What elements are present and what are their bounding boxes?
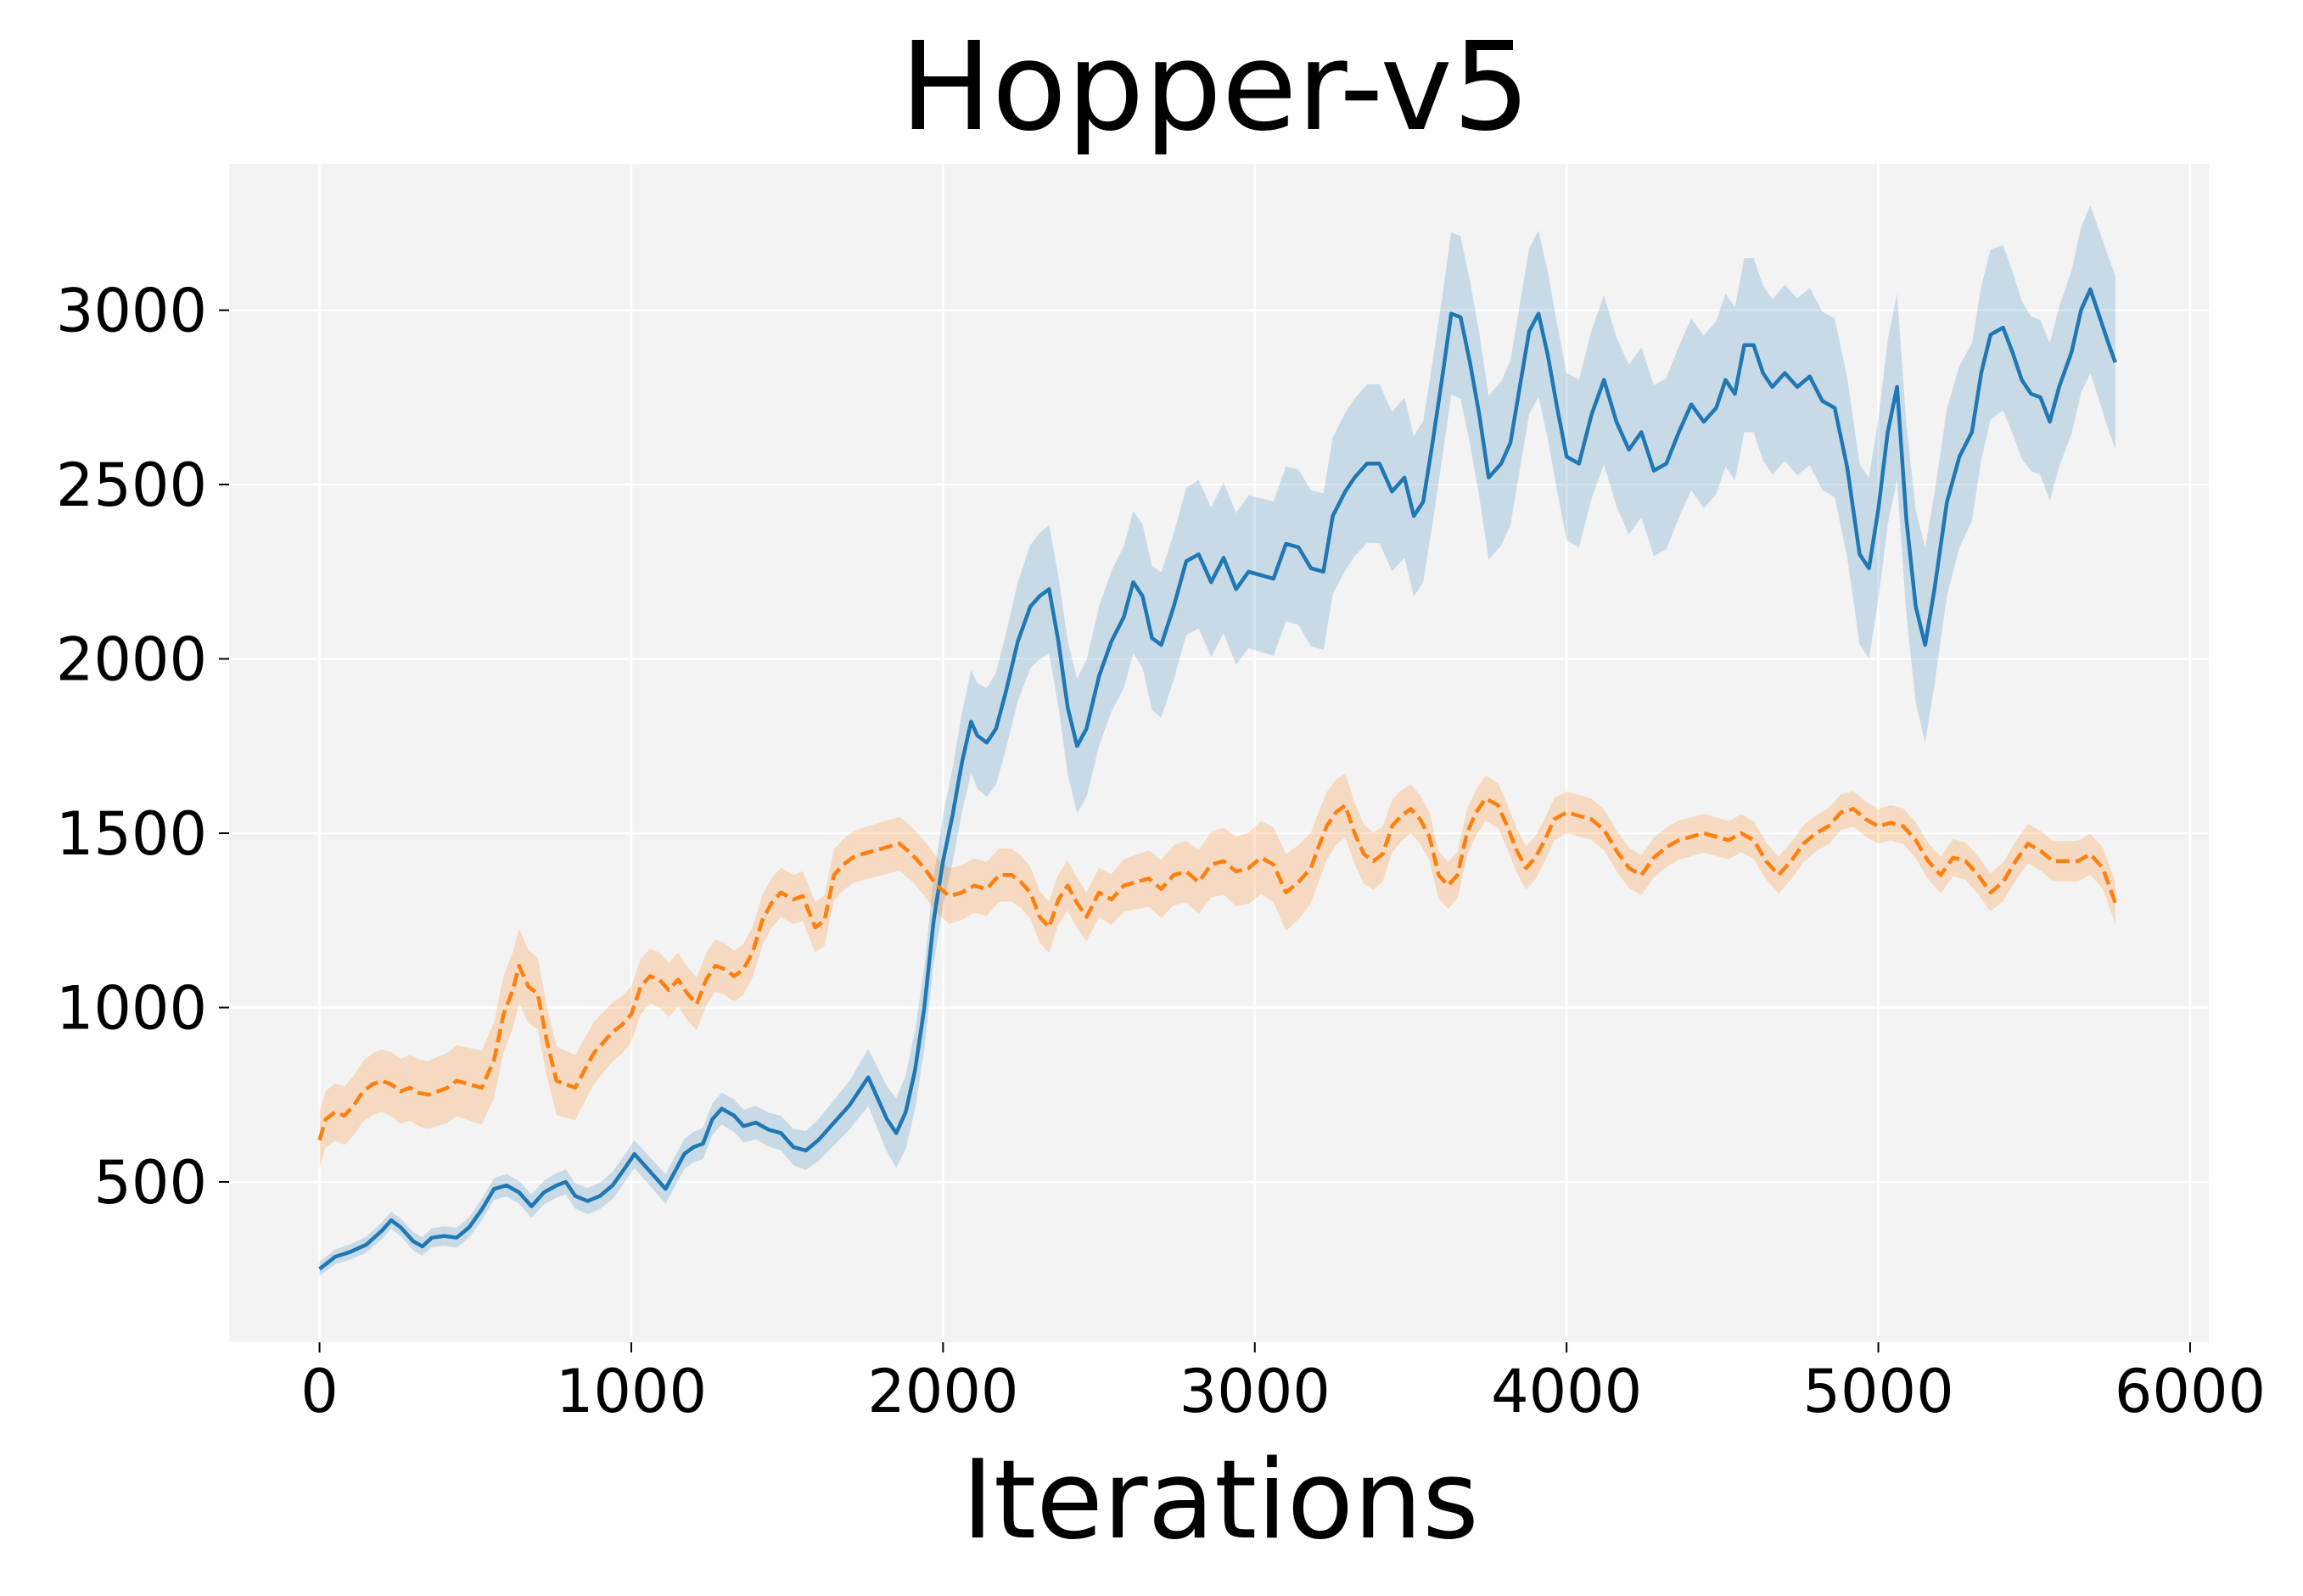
confidence-bands [319,205,2115,1276]
y-tick-label: 3000 [56,277,207,346]
y-tick-label: 2000 [56,625,207,695]
x-tick-label: 3000 [1180,1357,1331,1426]
x-tick-label: 2000 [867,1357,1018,1426]
x-axis-label: Iterations [961,1437,1479,1564]
y-tick-label: 1500 [56,799,207,869]
chart-title: Hopper-v5 [900,15,1531,158]
series-lines [317,287,2117,1271]
plot-area-background [229,164,2209,1342]
grid-lines [229,164,2209,1342]
series-1-line [318,287,2117,1271]
y-tick-label: 1000 [56,973,207,1043]
x-axis-ticks: 0 1000 2000 3000 4000 5000 6000 [300,1342,2266,1426]
y-axis-ticks: 500 1000 1500 2000 2500 3000 [56,277,229,1218]
x-tick-label: 5000 [1802,1357,1953,1426]
series-2-line [317,796,2117,1141]
series-2-band [319,773,2115,1168]
x-tick-label: 1000 [556,1357,707,1426]
x-tick-label: 4000 [1491,1357,1642,1426]
series-1-band [319,205,2115,1276]
y-tick-label: 2500 [56,451,207,520]
y-tick-label: 500 [93,1148,207,1218]
x-tick-label: 6000 [2115,1357,2266,1426]
x-tick-label: 0 [300,1357,339,1426]
